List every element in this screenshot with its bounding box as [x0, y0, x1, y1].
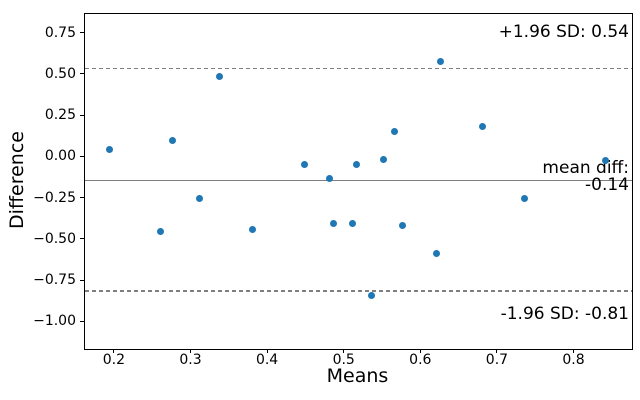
x-tick-label: 0.2	[102, 352, 125, 368]
y-tick-mark	[80, 197, 84, 199]
x-tick-mark	[266, 349, 268, 353]
data-point	[329, 219, 337, 227]
data-point	[195, 195, 203, 203]
data-point	[521, 195, 529, 203]
x-tick-mark	[189, 349, 191, 353]
upper-loa-annotation: +1.96 SD: 0.54	[499, 24, 629, 42]
y-tick-label: −0.50	[33, 230, 76, 247]
y-tick-label: 0.50	[44, 65, 76, 82]
data-point	[157, 228, 165, 236]
data-point	[433, 249, 441, 257]
data-point	[391, 127, 398, 135]
x-tick-label: 0.3	[179, 352, 202, 368]
upper-loa-annotation-line: +1.96 SD: 0.54	[498, 22, 629, 43]
data-point	[436, 58, 444, 66]
data-point	[398, 221, 406, 229]
data-point	[249, 226, 257, 234]
y-tick-label: 0.25	[44, 107, 76, 124]
data-point	[325, 175, 333, 183]
x-tick-label: 0.7	[485, 352, 509, 368]
data-point	[348, 219, 356, 227]
y-tick-mark	[80, 73, 84, 75]
lower-loa-annotation: -1.96 SD: -0.81	[500, 303, 629, 324]
x-tick-label: 0.4	[255, 352, 279, 368]
y-tick-mark	[80, 279, 84, 281]
x-tick-label: 0.5	[332, 352, 355, 368]
y-tick-mark	[80, 320, 84, 322]
data-point	[216, 73, 224, 81]
x-tick-mark	[419, 349, 421, 353]
mean-diff-line	[85, 179, 632, 182]
x-tick-label: 0.8	[562, 352, 585, 368]
x-tick-mark	[573, 349, 575, 353]
y-tick-label: −0.25	[33, 189, 76, 206]
y-tick-mark	[80, 114, 84, 116]
x-tick-mark	[343, 349, 345, 353]
x-tick-label: 0.6	[409, 352, 432, 368]
x-tick-mark	[496, 349, 498, 353]
y-tick-label: 0.00	[44, 148, 76, 165]
data-point	[368, 292, 376, 300]
lower-loa-line	[85, 290, 632, 292]
plot-area: +1.96 SD: 0.54 mean diff: -0.14 -1.96 SD: -…	[84, 13, 633, 350]
mean-diff-annotation: mean diff: -0.14	[542, 159, 629, 195]
lower-loa-annotation-line: -1.96 SD: -0.81	[500, 303, 629, 324]
y-tick-mark	[80, 238, 84, 240]
data-point	[352, 160, 360, 168]
y-tick-label: −0.75	[33, 272, 76, 289]
data-point	[479, 122, 487, 130]
y-tick-label: −1.00	[33, 313, 76, 330]
y-tick-label: 0.75	[44, 24, 76, 41]
data-point	[301, 160, 309, 168]
y-axis-label: Difference	[6, 131, 28, 229]
upper-loa-line	[85, 67, 632, 69]
x-axis-label: Means	[326, 365, 389, 387]
y-tick-mark	[80, 32, 84, 34]
mean-diff-annotation-line: -0.14	[585, 175, 629, 195]
data-point	[106, 145, 113, 153]
x-tick-mark	[113, 349, 115, 353]
data-point	[379, 155, 387, 163]
data-point	[168, 137, 176, 145]
y-tick-mark	[80, 155, 84, 157]
data-point	[601, 157, 609, 165]
